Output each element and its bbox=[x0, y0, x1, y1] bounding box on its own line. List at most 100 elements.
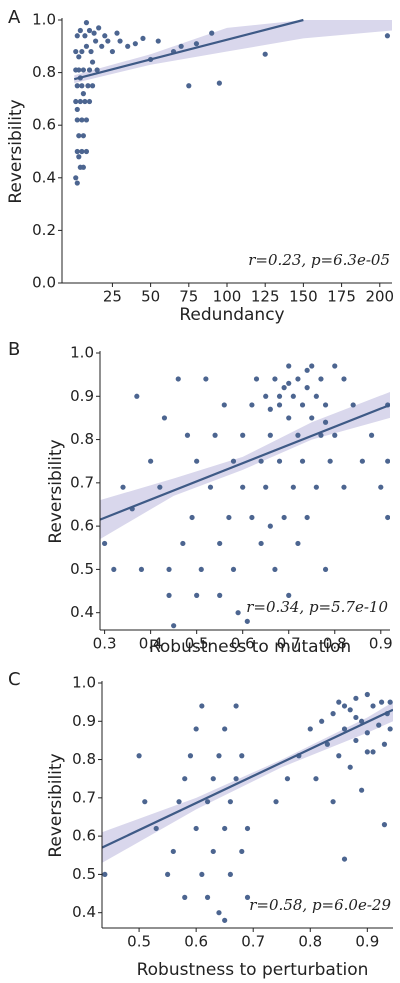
y-tick-label: 0.0 bbox=[32, 274, 56, 292]
x-tick-label: 0.8 bbox=[298, 933, 322, 951]
point bbox=[114, 30, 120, 36]
point bbox=[359, 458, 365, 464]
point bbox=[85, 83, 91, 89]
point bbox=[204, 799, 211, 805]
point bbox=[193, 41, 200, 47]
point bbox=[359, 787, 365, 793]
plot-area bbox=[100, 363, 390, 629]
point bbox=[267, 406, 273, 412]
point bbox=[212, 432, 218, 438]
point bbox=[80, 164, 86, 170]
y-tick-label: 0.9 bbox=[72, 712, 96, 730]
point bbox=[244, 825, 251, 832]
point bbox=[198, 566, 204, 573]
point bbox=[240, 432, 246, 438]
y-tick-label: 0.6 bbox=[70, 517, 94, 535]
point bbox=[73, 98, 79, 105]
point bbox=[83, 20, 90, 26]
point bbox=[226, 514, 232, 521]
x-tick-label: 75 bbox=[179, 288, 198, 306]
point bbox=[227, 871, 233, 878]
confidence-band bbox=[102, 702, 393, 863]
point bbox=[194, 592, 200, 598]
point bbox=[222, 726, 228, 732]
point bbox=[207, 484, 214, 490]
x-tick-label: 100 bbox=[213, 288, 242, 306]
point bbox=[79, 148, 85, 155]
point bbox=[272, 376, 278, 382]
point bbox=[253, 376, 260, 382]
point bbox=[102, 540, 108, 547]
point bbox=[322, 419, 329, 425]
point bbox=[364, 691, 370, 698]
point bbox=[80, 133, 86, 139]
point bbox=[330, 711, 336, 717]
point bbox=[295, 540, 301, 547]
x-axis-label: Redundancy bbox=[179, 305, 284, 325]
point bbox=[267, 523, 273, 529]
point bbox=[324, 741, 330, 747]
point bbox=[387, 726, 393, 732]
point bbox=[182, 776, 188, 782]
point bbox=[235, 610, 241, 616]
point bbox=[376, 722, 382, 728]
point bbox=[263, 393, 269, 399]
point bbox=[73, 175, 79, 181]
point bbox=[217, 592, 223, 598]
point bbox=[199, 703, 205, 709]
point bbox=[187, 753, 194, 759]
y-tick-label: 0.4 bbox=[32, 168, 56, 186]
y-tick-label: 0.6 bbox=[32, 116, 56, 134]
point bbox=[175, 376, 181, 382]
point bbox=[276, 393, 283, 399]
y-axis-label: Reversibility bbox=[6, 99, 26, 203]
point bbox=[76, 54, 82, 60]
point bbox=[353, 695, 359, 701]
y-tick-label: 0.2 bbox=[32, 221, 56, 239]
stats-annotation: r=0.34, p=5.7e-10 bbox=[246, 598, 388, 616]
point bbox=[186, 83, 192, 89]
x-tick-label: 175 bbox=[327, 288, 356, 306]
y-tick-label: 0.4 bbox=[72, 903, 96, 921]
y-tick-label: 1.0 bbox=[32, 11, 56, 29]
point bbox=[216, 910, 222, 916]
point bbox=[239, 848, 245, 855]
point bbox=[86, 98, 93, 105]
point bbox=[182, 894, 188, 900]
point bbox=[94, 67, 100, 73]
point bbox=[102, 33, 108, 39]
y-tick-label: 0.4 bbox=[70, 603, 94, 621]
panel-label: B bbox=[8, 339, 20, 360]
y-axis-label: Reversibility bbox=[46, 753, 66, 857]
point bbox=[166, 592, 172, 598]
point bbox=[286, 415, 292, 421]
point bbox=[327, 458, 333, 464]
point bbox=[384, 33, 391, 39]
point bbox=[80, 91, 86, 97]
point bbox=[105, 38, 111, 44]
point bbox=[80, 67, 86, 73]
point bbox=[209, 30, 215, 36]
point bbox=[262, 51, 268, 57]
plot-area bbox=[102, 691, 393, 923]
x-tick-label: 0.6 bbox=[231, 635, 255, 653]
confidence-band bbox=[74, 20, 392, 84]
point bbox=[83, 43, 90, 49]
point bbox=[244, 894, 251, 900]
point bbox=[319, 718, 325, 724]
point bbox=[89, 59, 96, 65]
point bbox=[199, 871, 205, 878]
x-tick-label: 0.9 bbox=[355, 933, 379, 951]
stats-annotation: r=0.58, p=6.0e-29 bbox=[249, 896, 391, 914]
point bbox=[155, 38, 161, 44]
y-tick-label: 0.8 bbox=[72, 750, 96, 768]
point bbox=[378, 699, 385, 705]
x-tick-label: 0.9 bbox=[369, 635, 393, 653]
point bbox=[134, 393, 140, 399]
point bbox=[258, 540, 264, 547]
point bbox=[86, 67, 93, 73]
y-tick-label: 0.8 bbox=[32, 63, 56, 81]
point bbox=[79, 117, 85, 123]
point bbox=[194, 458, 200, 464]
